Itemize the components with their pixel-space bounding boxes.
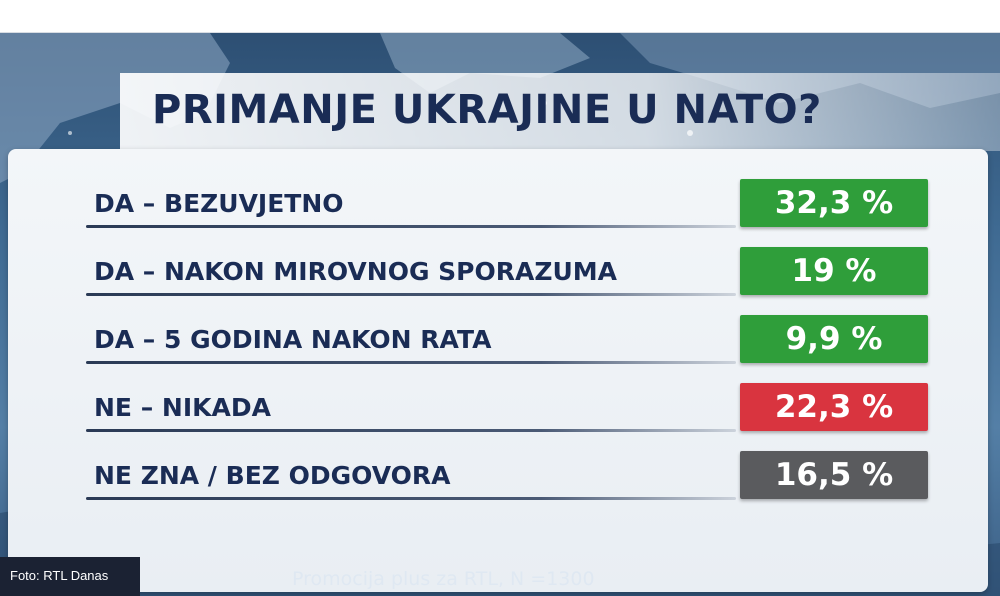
- title-band: [120, 73, 1000, 151]
- category-label: DA – BEZUVJETNO: [94, 189, 344, 218]
- value-bar: 32,3 %: [740, 179, 928, 227]
- top-strip: [0, 0, 1000, 33]
- value-bar: 22,3 %: [740, 383, 928, 431]
- value-label: 22,3 %: [774, 389, 894, 425]
- category-label: DA – NAKON MIROVNOG SPORAZUMA: [94, 257, 617, 286]
- photo-credit: Foto: RTL Danas: [10, 568, 109, 583]
- row-divider: [86, 361, 736, 364]
- value-label: 32,3 %: [774, 185, 894, 221]
- value-bar: 19 %: [740, 247, 928, 295]
- result-row: DA – NAKON MIROVNOG SPORAZUMA 19 %: [8, 247, 988, 297]
- value-label: 16,5 %: [774, 457, 894, 493]
- chart-graphic: PRIMANJE UKRAJINE U NATO? DA – BEZUVJETN…: [0, 33, 1000, 596]
- row-divider: [86, 429, 736, 432]
- category-label: NE ZNA / BEZ ODGOVORA: [94, 461, 451, 490]
- photo-credit-box: Foto: RTL Danas: [0, 557, 140, 596]
- category-label: NE – NIKADA: [94, 393, 271, 422]
- row-divider: [86, 225, 736, 228]
- result-row: DA – 5 GODINA NAKON RATA 9,9 %: [8, 315, 988, 365]
- result-row: DA – BEZUVJETNO 32,3 %: [8, 179, 988, 229]
- category-label: DA – 5 GODINA NAKON RATA: [94, 325, 492, 354]
- value-bar: 9,9 %: [740, 315, 928, 363]
- chart-title: PRIMANJE UKRAJINE U NATO?: [152, 87, 822, 133]
- value-label: 19 %: [791, 253, 877, 289]
- row-divider: [86, 497, 736, 500]
- result-row: NE ZNA / BEZ ODGOVORA 16,5 %: [8, 451, 988, 501]
- value-bar: 16,5 %: [740, 451, 928, 499]
- result-row: NE – NIKADA 22,3 %: [8, 383, 988, 433]
- row-divider: [86, 293, 736, 296]
- results-panel: DA – BEZUVJETNO 32,3 % DA – NAKON MIROVNOG…: [8, 149, 988, 592]
- source-note: Promocija plus za RTL, N =1300: [292, 568, 595, 590]
- value-label: 9,9 %: [785, 321, 883, 357]
